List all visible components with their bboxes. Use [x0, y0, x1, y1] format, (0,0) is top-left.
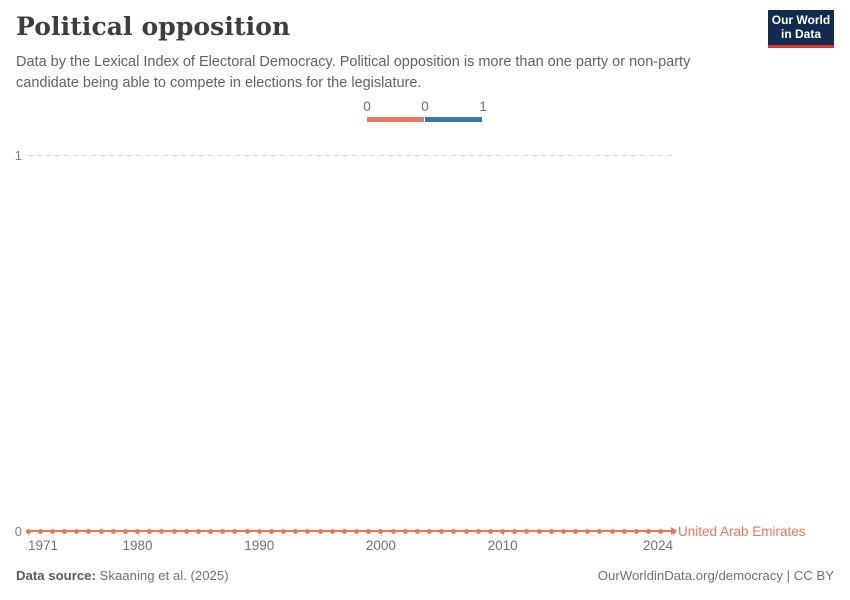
- data-point-1980[interactable]: [135, 528, 141, 534]
- data-point-2019[interactable]: [609, 528, 615, 534]
- chart-subtitle: Data by the Lexical Index of Electoral D…: [16, 54, 691, 91]
- data-point-2009[interactable]: [487, 528, 493, 534]
- data-point-2000[interactable]: [378, 528, 384, 534]
- data-point-1995[interactable]: [317, 528, 323, 534]
- data-point-1972[interactable]: [37, 528, 43, 534]
- data-point-2012[interactable]: [524, 528, 530, 534]
- data-point-1992[interactable]: [281, 528, 287, 534]
- x-axis-label-2024: 2024: [642, 538, 673, 553]
- data-point-2006[interactable]: [451, 528, 457, 534]
- data-point-1981[interactable]: [147, 528, 153, 534]
- data-point-2021[interactable]: [633, 528, 639, 534]
- data-point-2007[interactable]: [463, 528, 469, 534]
- series-line-uae[interactable]: [28, 530, 673, 532]
- data-point-1976[interactable]: [86, 528, 92, 534]
- x-tick-2010: [502, 531, 504, 536]
- x-tick-2000: [380, 531, 382, 536]
- legend-tick-label-2: 1: [479, 99, 487, 114]
- x-axis-label-2010: 2010: [487, 538, 518, 553]
- data-point-2014[interactable]: [548, 528, 554, 534]
- owid-logo[interactable]: Our World in Data: [768, 10, 834, 48]
- y-axis-label-1: 1: [14, 148, 22, 163]
- data-point-2003[interactable]: [414, 528, 420, 534]
- data-point-1984[interactable]: [183, 528, 189, 534]
- data-source-value: Skaaning et al. (2025): [95, 568, 229, 583]
- data-point-1979[interactable]: [122, 528, 128, 534]
- x-axis-label-1990: 1990: [244, 538, 275, 553]
- data-point-1988[interactable]: [232, 528, 238, 534]
- data-point-2004[interactable]: [427, 528, 433, 534]
- data-source-label: Data source:: [16, 568, 96, 583]
- data-point-1975[interactable]: [74, 528, 80, 534]
- page-title: Political opposition: [16, 12, 291, 41]
- owid-logo-line1: Our World: [771, 13, 831, 27]
- data-point-1983[interactable]: [171, 528, 177, 534]
- data-point-1985[interactable]: [195, 528, 201, 534]
- data-point-1991[interactable]: [268, 528, 274, 534]
- data-point-2013[interactable]: [536, 528, 542, 534]
- data-point-2015[interactable]: [560, 528, 566, 534]
- x-tick-1971: [28, 531, 29, 536]
- data-point-1982[interactable]: [159, 528, 165, 534]
- data-point-2010[interactable]: [500, 528, 506, 534]
- x-axis-label-1971: 1971: [28, 538, 59, 553]
- data-point-2011[interactable]: [512, 528, 518, 534]
- data-point-2023[interactable]: [658, 528, 664, 534]
- data-point-2001[interactable]: [390, 528, 396, 534]
- data-point-1996[interactable]: [329, 528, 335, 534]
- data-point-1994[interactable]: [305, 528, 311, 534]
- data-point-2020[interactable]: [621, 528, 627, 534]
- data-point-2016[interactable]: [573, 528, 579, 534]
- data-point-1993[interactable]: [293, 528, 299, 534]
- color-scale-legend: [367, 117, 483, 122]
- data-point-1978[interactable]: [110, 528, 116, 534]
- data-point-2022[interactable]: [646, 528, 652, 534]
- data-point-1997[interactable]: [341, 528, 347, 534]
- x-axis-label-2000: 2000: [365, 538, 396, 553]
- data-point-2008[interactable]: [475, 528, 481, 534]
- footer-license-link[interactable]: OurWorldinData.org/democracy | CC BY: [597, 568, 834, 583]
- data-point-1998[interactable]: [354, 528, 360, 534]
- x-tick-1990: [259, 531, 261, 536]
- data-point-1973[interactable]: [49, 528, 55, 534]
- x-axis-label-1980: 1980: [122, 538, 153, 553]
- data-point-1989[interactable]: [244, 528, 250, 534]
- gridline-y1: [28, 155, 673, 156]
- data-point-1974[interactable]: [62, 528, 67, 534]
- y-axis-label-0: 0: [14, 524, 22, 539]
- data-point-2018[interactable]: [597, 528, 603, 534]
- legend-tick-label-0: 0: [363, 99, 371, 114]
- series-entity-label[interactable]: United Arab Emirates: [678, 524, 806, 539]
- data-point-2024[interactable]: [670, 528, 676, 534]
- data-point-2017[interactable]: [585, 528, 591, 534]
- legend-segment-orange[interactable]: [367, 117, 424, 122]
- legend-tick-label-1: 0: [421, 99, 429, 114]
- legend-segment-blue[interactable]: [425, 117, 482, 122]
- data-point-1990[interactable]: [256, 528, 262, 534]
- data-point-1977[interactable]: [98, 528, 104, 534]
- data-source-note: Data source: Skaaning et al. (2025): [16, 568, 229, 583]
- data-point-2005[interactable]: [439, 528, 445, 534]
- data-point-1999[interactable]: [366, 528, 372, 534]
- data-point-1986[interactable]: [208, 528, 214, 534]
- x-tick-1980: [137, 531, 139, 536]
- owid-logo-line2: in Data: [780, 26, 821, 41]
- data-point-2002[interactable]: [402, 528, 408, 534]
- data-point-1971[interactable]: [25, 528, 31, 534]
- data-point-1987[interactable]: [220, 528, 226, 534]
